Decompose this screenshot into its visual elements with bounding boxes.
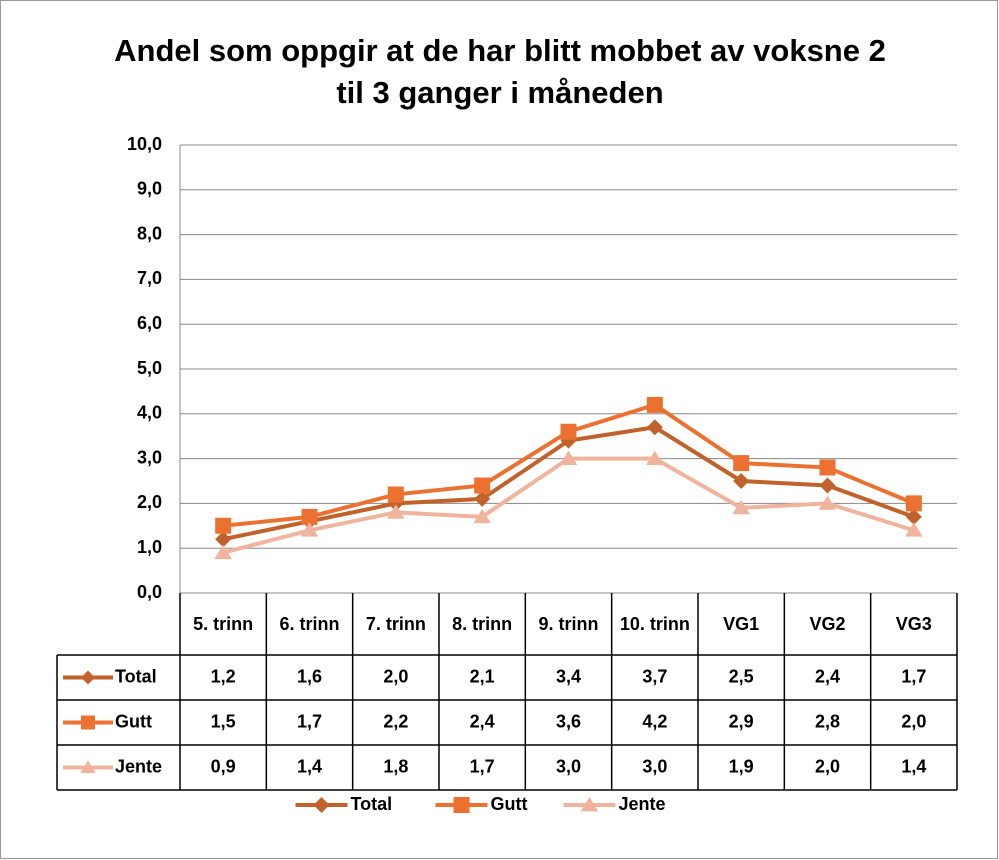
point-marker <box>733 455 750 472</box>
table-cell: 1,6 <box>297 666 322 686</box>
point-marker <box>387 486 404 503</box>
y-tick-label: 4,0 <box>137 403 162 423</box>
legend-key-marker <box>80 760 96 774</box>
table-cell: 2,9 <box>729 711 754 731</box>
table-cell: 2,0 <box>383 666 408 686</box>
y-tick-label: 8,0 <box>137 223 162 243</box>
table-cell: 2,2 <box>383 711 408 731</box>
table-cell: 3,0 <box>556 756 581 776</box>
table-cell: 1,7 <box>901 666 926 686</box>
x-tick-label-box: VG2 <box>809 614 846 634</box>
table-row-label: Gutt <box>115 711 152 731</box>
table-cell: 2,0 <box>815 756 840 776</box>
table-cell: 4,2 <box>642 711 667 731</box>
y-tick-label: 5,0 <box>137 358 162 378</box>
x-tick-label: 8. trinn <box>452 614 513 634</box>
x-tick-label-box: 10. trinn <box>619 614 690 634</box>
x-tick-label: VG2 <box>809 614 846 634</box>
table-cell: 2,5 <box>729 666 754 686</box>
table-cell: 1,5 <box>211 711 236 731</box>
x-tick-label-box: VG1 <box>723 614 760 634</box>
y-tick-label: 1,0 <box>137 537 162 557</box>
legend-marker <box>580 797 599 812</box>
point-marker <box>301 508 318 525</box>
table-cell: 3,4 <box>556 666 581 686</box>
x-tick-label-box: 5. trinn <box>193 614 254 634</box>
point-marker <box>473 508 491 524</box>
legend-key-marker <box>81 670 95 685</box>
legend-marker <box>453 797 470 813</box>
legend-key-marker <box>81 715 95 730</box>
table-cell: 1,4 <box>297 756 322 776</box>
point-marker <box>646 450 664 465</box>
x-tick-label: 5. trinn <box>193 614 254 634</box>
x-tick-label: 7. trinn <box>365 614 426 634</box>
y-tick-label: 10,0 <box>127 134 162 154</box>
chart-title: Andel som oppgir at de har blitt mobbet … <box>114 33 886 110</box>
point-marker <box>559 450 578 465</box>
point-marker <box>905 495 922 512</box>
table-cell: 2,4 <box>470 711 495 731</box>
point-marker <box>474 490 491 507</box>
point-marker <box>300 522 319 537</box>
point-marker <box>819 477 836 494</box>
point-marker <box>732 499 750 515</box>
x-tick-label-box: 9. trinn <box>538 614 599 634</box>
x-tick-label: 9. trinn <box>538 614 599 634</box>
table-cell: 2,0 <box>901 711 926 731</box>
point-marker <box>214 544 232 560</box>
x-tick-label: VG3 <box>895 614 932 634</box>
x-tick-label: VG1 <box>723 614 760 634</box>
point-marker <box>560 423 577 440</box>
table-cell: 0,9 <box>211 756 236 776</box>
legend-label: Total <box>351 794 393 814</box>
table-row-label: Jente <box>115 756 162 776</box>
x-tick-label-box: 7. trinn <box>365 614 426 634</box>
table-cell: 1,9 <box>729 756 754 776</box>
x-tick-label-box: 8. trinn <box>452 614 513 634</box>
x-tick-label-box: 6. trinn <box>279 614 340 634</box>
point-marker <box>387 504 405 519</box>
point-marker <box>818 495 837 510</box>
table-cell: 3,7 <box>642 666 667 686</box>
y-tick-label: 9,0 <box>137 179 162 199</box>
table-row-label: Total <box>115 666 157 686</box>
point-marker <box>474 477 491 494</box>
point-marker <box>646 396 663 413</box>
table-cell: 1,2 <box>211 666 236 686</box>
table-cell: 1,8 <box>383 756 408 776</box>
point-marker <box>215 531 232 548</box>
table-cell: 3,6 <box>556 711 581 731</box>
table-cell: 2,8 <box>815 711 840 731</box>
legend-label: Gutt <box>491 794 528 814</box>
table-cell: 2,4 <box>815 666 840 686</box>
y-tick-label: 7,0 <box>137 268 162 288</box>
legend-marker <box>313 797 330 813</box>
table-cell: 1,7 <box>297 711 322 731</box>
table-cell: 1,7 <box>470 756 495 776</box>
point-marker <box>733 473 750 489</box>
point-marker <box>215 517 232 534</box>
y-tick-label: 0,0 <box>137 582 162 602</box>
y-tick-label: 6,0 <box>137 313 162 333</box>
x-tick-label: 10. trinn <box>619 614 690 634</box>
table-cell: 2,1 <box>470 666 495 686</box>
y-tick-label: 2,0 <box>137 492 162 512</box>
x-tick-label-box: VG3 <box>895 614 932 634</box>
y-tick-label: 3,0 <box>137 447 162 467</box>
point-marker <box>905 508 922 525</box>
point-marker <box>905 522 923 537</box>
legend-label: Jente <box>619 794 666 814</box>
point-marker <box>646 419 663 436</box>
table-cell: 1,4 <box>901 756 926 776</box>
table-cell: 3,0 <box>642 756 667 776</box>
x-tick-label: 6. trinn <box>279 614 340 634</box>
point-marker <box>819 459 836 476</box>
